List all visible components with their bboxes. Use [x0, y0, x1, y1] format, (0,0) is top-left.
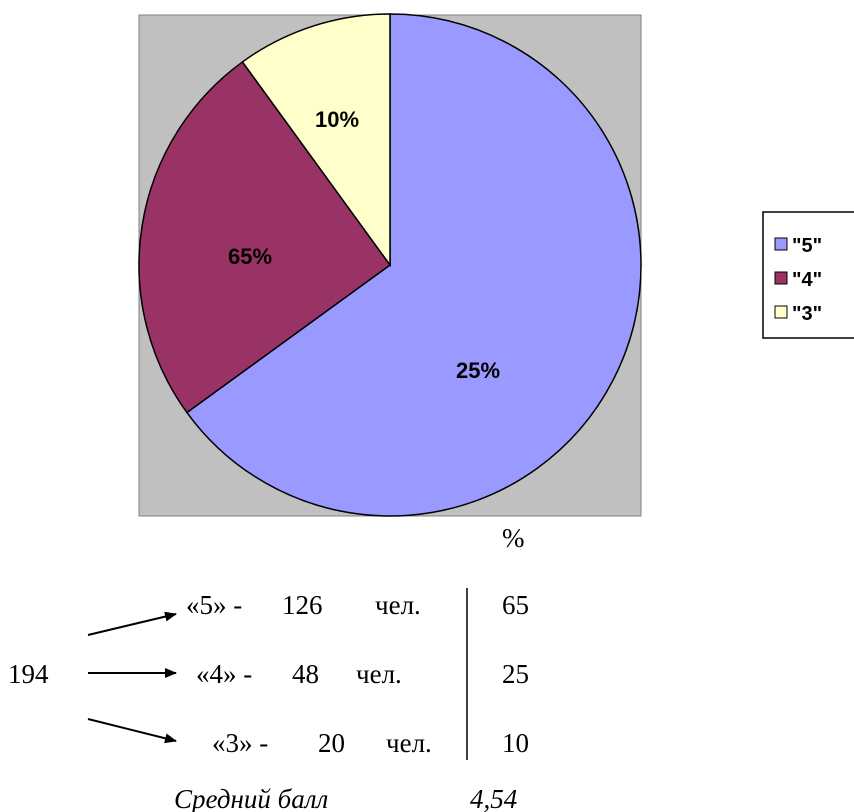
- average-label: Средний балл: [174, 784, 328, 812]
- legend-swatch-3: [774, 305, 788, 319]
- legend-swatch-5: [774, 237, 788, 251]
- legend-label-5: "5": [792, 235, 822, 257]
- slice-label-5: 25%: [456, 358, 500, 383]
- pie-labels: 25% 65% 10%: [228, 107, 500, 383]
- table-row-4: «4» - 48 чел. 25: [196, 659, 529, 689]
- slice-label-4: 65%: [228, 244, 272, 269]
- grade-label: «5» -: [186, 590, 242, 620]
- legend-label-3: "3": [792, 303, 822, 325]
- pie-slice-5: [185, 13, 642, 517]
- slice-label-3: 10%: [315, 107, 359, 132]
- grade-label: «4» -: [196, 659, 252, 689]
- table-row-3: «3» - 20 чел. 10: [212, 728, 529, 758]
- total-count: 194: [8, 659, 49, 689]
- percent-header: %: [502, 523, 525, 553]
- unit-label: чел.: [356, 659, 402, 689]
- arrow-to-grade-5: [87, 611, 177, 636]
- pie-slice-4: [138, 60, 392, 414]
- pie-slice-3: [241, 13, 391, 268]
- legend: "5" "4" "3": [762, 211, 854, 339]
- pie-slices: [138, 13, 642, 517]
- unit-label: чел.: [386, 728, 432, 758]
- distribution-table: % 194 «5» - 126 чел. 65 «4» - 48 чел. 25…: [8, 523, 529, 812]
- legend-swatch-4: [774, 271, 788, 285]
- legend-item-3: "3": [774, 303, 822, 325]
- student-count: 126: [282, 590, 323, 620]
- student-count: 48: [292, 659, 319, 689]
- percent-value: 25: [502, 659, 529, 689]
- legend-item-5: "5": [774, 235, 822, 257]
- unit-label: чел.: [375, 590, 421, 620]
- percent-value: 10: [502, 728, 529, 758]
- percent-value: 65: [502, 590, 529, 620]
- table-row-5: «5» - 126 чел. 65: [186, 590, 529, 620]
- student-count: 20: [318, 728, 345, 758]
- grade-label: «3» -: [212, 728, 268, 758]
- legend-item-4: "4": [774, 269, 822, 291]
- legend-label-4: "4": [792, 269, 822, 291]
- arrow-to-grade-3: [87, 718, 177, 744]
- average-value: 4,54: [470, 784, 517, 812]
